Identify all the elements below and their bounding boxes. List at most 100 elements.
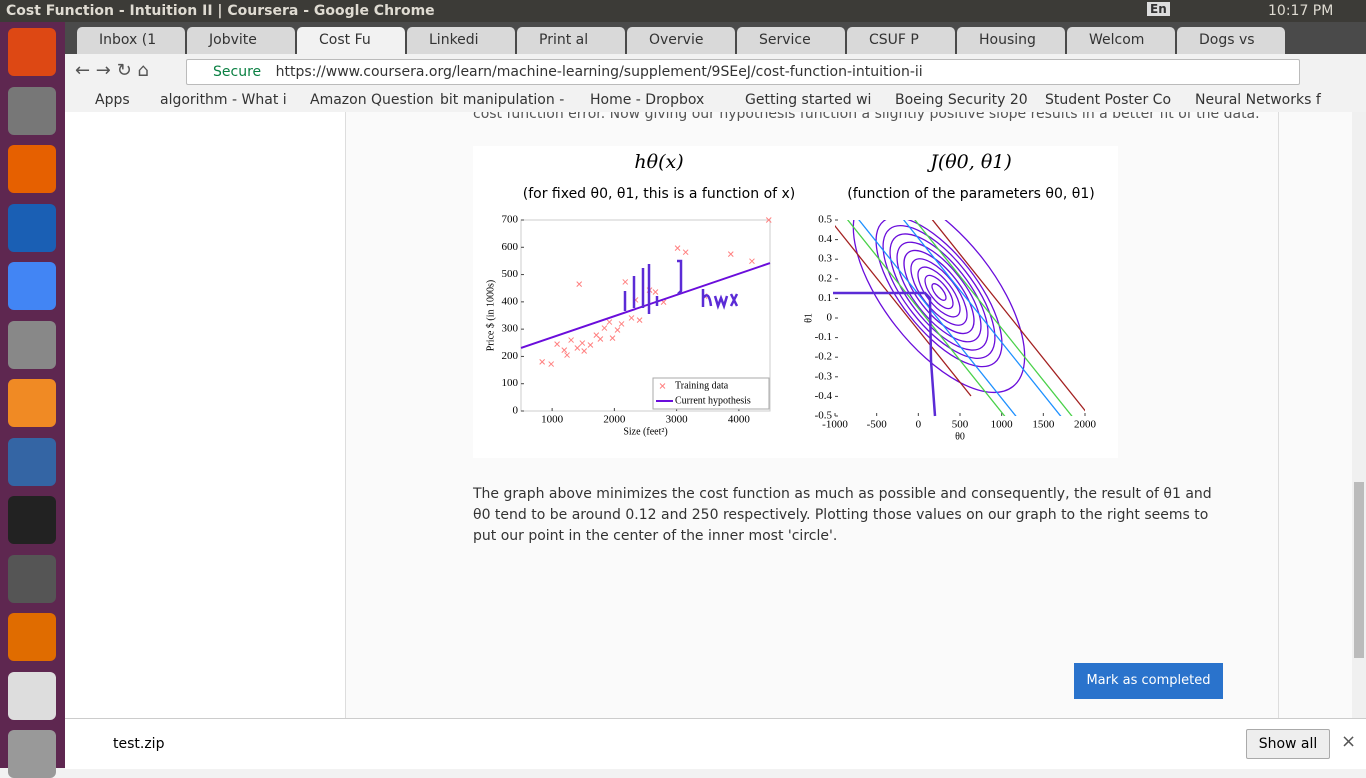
scatter-point [587, 342, 594, 348]
y-tick-label: -0.3 [815, 370, 833, 382]
chart-title: J(θ0, θ1) [926, 151, 1012, 173]
bookmark[interactable]: Boeing Security 20 [895, 92, 1028, 108]
y-tick-label: 0 [827, 312, 833, 324]
y-tick-label: -0.1 [815, 331, 832, 343]
scatter-point [606, 319, 613, 325]
bookmark[interactable]: algorithm - What i [160, 92, 287, 108]
y-tick-label: 600 [502, 241, 519, 253]
contour [889, 233, 989, 351]
tab[interactable]: Linkedi [407, 27, 515, 54]
annotation [833, 291, 937, 417]
x-tick-label: 1000 [541, 414, 564, 426]
lang[interactable]: En [1147, 2, 1170, 16]
scatter-point [564, 352, 570, 358]
bookmark[interactable]: Home - Dropbox [590, 92, 705, 108]
launcher-icon[interactable] [8, 262, 56, 310]
tab[interactable]: Housing [957, 27, 1065, 54]
scatter-point [597, 336, 604, 342]
launcher-icon[interactable] [8, 671, 56, 720]
download-file[interactable]: test.zip [113, 736, 165, 752]
bookmark[interactable]: Amazon Question [310, 92, 434, 108]
y-tick-label: 0.3 [818, 253, 832, 265]
tab[interactable]: Cost Fu [297, 27, 405, 54]
tab[interactable]: Overvie [627, 27, 735, 54]
x-tick-label: 500 [952, 419, 969, 431]
scatter-point [614, 327, 621, 333]
figure: hθ(x) (for fixed θ0, θ1, this is a functi… [473, 146, 1118, 458]
x-tick-label: 2000 [1074, 419, 1097, 431]
scatter-point [674, 245, 681, 251]
scatter-point [622, 279, 629, 285]
tab[interactable]: Inbox (1 [77, 27, 185, 54]
y-tick-label: 400 [502, 295, 519, 307]
tab[interactable]: Dogs vs [1177, 27, 1285, 54]
x-tick-label: 4000 [728, 414, 751, 426]
contour [931, 283, 947, 301]
y-tick-label: 0 [513, 405, 519, 417]
tab[interactable]: Print al [517, 27, 625, 54]
contour [910, 258, 968, 326]
scrollbar[interactable] [1352, 112, 1366, 718]
chart-subtitle: (for fixed θ0, θ1, this is a function of… [523, 186, 796, 202]
bookmark[interactable]: Neural Networks f [1195, 92, 1321, 108]
scatter-point [576, 281, 583, 287]
y-tick-label: 300 [502, 323, 519, 335]
bookmark[interactable]: bit manipulation - [440, 92, 565, 108]
tab[interactable]: Jobvite [187, 27, 295, 54]
launcher-icon[interactable] [8, 379, 56, 427]
scatter-point [765, 217, 772, 223]
contour [875, 220, 1003, 368]
y-tick-label: 0.4 [818, 233, 832, 245]
launcher-icon[interactable] [8, 496, 56, 544]
launcher-icon[interactable] [8, 613, 56, 661]
scatter-point [618, 321, 625, 327]
tab-strip: Inbox (1 Jobvite Cost Fu Linkedi Print al Ove… [65, 22, 1366, 54]
launcher [0, 22, 65, 778]
top-bar: Cost Function - Intuition II | Coursera … [0, 0, 1366, 22]
legend-marker [659, 383, 666, 389]
x-axis-label: θ0 [955, 431, 965, 442]
contour [852, 220, 1026, 394]
x-tick-label: 1500 [1032, 419, 1055, 431]
show-all[interactable]: Show all [1246, 729, 1330, 759]
launcher-icon[interactable] [8, 437, 56, 486]
scatter-point [539, 359, 546, 365]
clock[interactable]: 10:17 PM [1268, 3, 1334, 19]
contour [931, 220, 1085, 412]
tab[interactable]: Welcom [1067, 27, 1175, 54]
tab[interactable]: CSUF P [847, 27, 955, 54]
scatter-point [548, 361, 555, 367]
launcher-icon[interactable] [8, 28, 56, 76]
y-tick-label: 200 [502, 350, 519, 362]
chart-title: hθ(x) [634, 151, 683, 173]
window-title: Cost Function - Intuition II | Coursera … [6, 3, 435, 19]
x-tick-label: 1000 [991, 419, 1014, 431]
launcher-icon[interactable] [8, 203, 56, 252]
complete-button[interactable]: Mark as completed [1074, 663, 1223, 699]
scatter-point [574, 345, 581, 351]
bookmark[interactable]: Student Poster Co [1045, 92, 1172, 108]
launcher-icon[interactable] [8, 86, 56, 135]
launcher-icon[interactable] [8, 730, 56, 778]
bookmark[interactable]: Apps [95, 92, 130, 108]
scatter-point [601, 325, 608, 331]
bookmarks-bar: Apps algorithm - What i Amazon Question bit… [65, 88, 1366, 113]
launcher-icon[interactable] [8, 320, 56, 369]
bookmark[interactable]: Getting started wi [745, 92, 872, 108]
launcher-icon[interactable] [8, 554, 56, 603]
x-tick-label: -1000 [822, 419, 848, 431]
scatter-point [628, 315, 635, 321]
scatter-point [682, 249, 689, 256]
download-bar: test.zip Show all × [65, 718, 1366, 769]
launcher-icon[interactable] [8, 145, 56, 193]
x-tick-label: -500 [867, 419, 888, 431]
url: https://www.coursera.org/learn/machine-l… [275, 64, 923, 80]
page: cost function error. Now giving our hypo… [65, 112, 1352, 718]
y-tick-label: 700 [502, 214, 519, 226]
y-tick-label: -0.5 [815, 410, 833, 422]
y-tick-label: 0.1 [818, 292, 832, 304]
y-tick-label: -0.2 [815, 351, 832, 363]
tab[interactable]: Service [737, 27, 845, 54]
address-bar[interactable]: Secure https://www.coursera.org/learn/ma… [186, 59, 1300, 85]
